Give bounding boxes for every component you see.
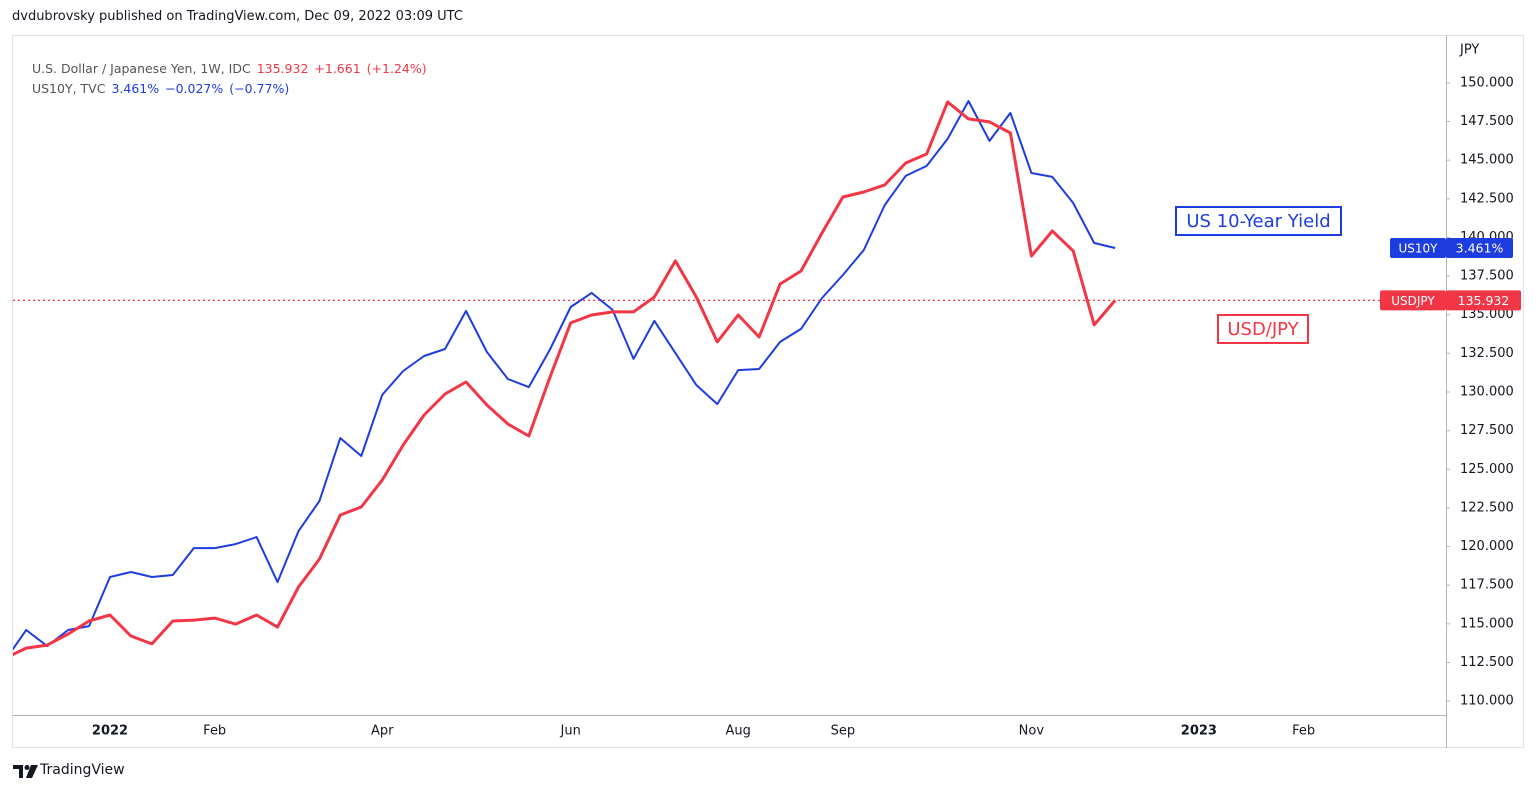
publish-info: dvdubrovsky published on TradingView.com…: [12, 9, 463, 24]
annotation: USD/JPY: [1227, 319, 1299, 340]
y-tick-label: 122.500: [1460, 500, 1514, 515]
x-tick-label: Nov: [1019, 724, 1045, 739]
y-tick-label: 135.000: [1460, 307, 1514, 322]
annotation-box: [1175, 206, 1342, 236]
y-tick-label: 130.000: [1460, 385, 1514, 400]
x-tick-label: Jun: [560, 724, 581, 739]
y-axis-label: JPY: [1459, 43, 1479, 58]
tag-name-box: [1390, 237, 1446, 258]
legend-change: +1.661: [314, 61, 361, 76]
x-tick-label: Aug: [726, 724, 751, 739]
x-tick-label: Feb: [1292, 724, 1315, 739]
legend-row: US10Y, TVC 3.461% −0.027% (−0.77%): [24, 66, 295, 96]
legend-last: 135.932: [256, 61, 309, 76]
series-line: [13, 100, 1116, 651]
x-tick-label: 2022: [92, 724, 128, 739]
annotation: US 10-Year Yield: [1186, 211, 1330, 232]
chart-frame: [12, 35, 1524, 748]
x-tick-label: Sep: [831, 724, 856, 739]
legend-change: −0.027%: [165, 81, 224, 96]
legend-row: U.S. Dollar / Japanese Yen, 1W, IDC 135.9…: [24, 46, 433, 76]
series-line: [13, 100, 1117, 657]
legend-name: US10Y, TVC: [31, 81, 106, 96]
annotation-box: [1217, 314, 1309, 344]
y-tick-label: 110.000: [1460, 694, 1514, 709]
tag-value-box: [1446, 237, 1513, 258]
tv-logo: [13, 765, 38, 778]
legend-last: 3.461%: [111, 81, 160, 96]
y-tick-label: 125.000: [1460, 462, 1514, 477]
y-tick-label: 137.500: [1460, 269, 1514, 284]
y-tick-label: 112.500: [1460, 655, 1514, 670]
y-tick-label: 147.500: [1460, 114, 1514, 129]
y-tick-label: 117.500: [1460, 578, 1514, 593]
legend-name: U.S. Dollar / Japanese Yen, 1W, IDC: [31, 61, 251, 76]
y-tick-label: 145.000: [1460, 153, 1514, 168]
y-tick-label: 120.000: [1460, 539, 1514, 554]
x-tick-label: Apr: [371, 724, 394, 739]
y-tick-label: 127.500: [1460, 423, 1514, 438]
legend-change-pct: (+1.24%): [366, 61, 427, 76]
y-tick-label: 115.000: [1460, 616, 1514, 631]
tag-name-box: [1380, 290, 1446, 311]
tag-name: US10Y: [1399, 241, 1439, 255]
tag-value: 3.461%: [1456, 240, 1504, 255]
plot-area: [13, 100, 1117, 657]
y-tick-label: 150.000: [1460, 75, 1514, 90]
tag-name: USDJPY: [1391, 294, 1435, 308]
y-tick-label: 142.500: [1460, 191, 1514, 206]
tag-value: 135.932: [1458, 293, 1510, 308]
y-tick-label: 132.500: [1460, 346, 1514, 361]
legend-change-pct: (−0.77%): [229, 81, 290, 96]
x-tick-label: Feb: [203, 724, 226, 739]
brand: TradingView: [40, 762, 125, 778]
x-tick-label: 2023: [1181, 724, 1217, 739]
tag-value-box: [1446, 290, 1521, 311]
